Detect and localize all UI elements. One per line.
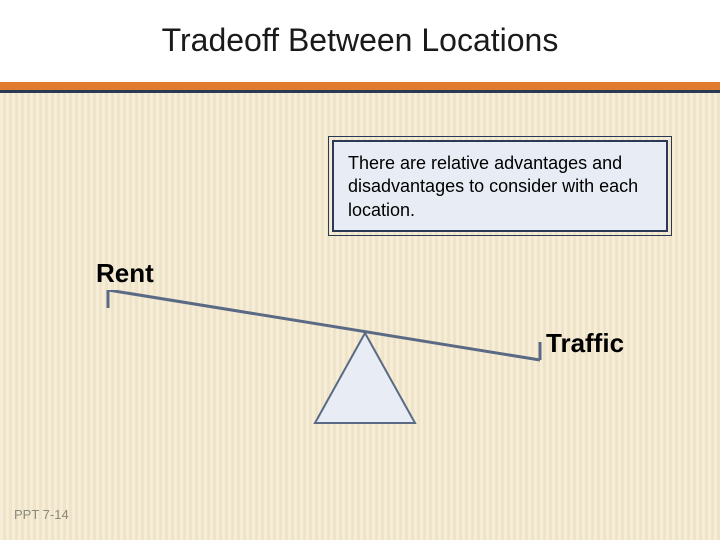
callout-text: There are relative advantages and disadv… [348,153,638,220]
seesaw-beam [108,290,540,360]
slide-title: Tradeoff Between Locations [0,22,720,59]
accent-bar [0,82,720,90]
fulcrum-triangle [315,333,415,423]
slide-footer: PPT 7-14 [14,507,69,522]
left-label: Rent [96,258,154,289]
seesaw-diagram [100,290,560,440]
callout-box: There are relative advantages and disadv… [332,140,668,232]
